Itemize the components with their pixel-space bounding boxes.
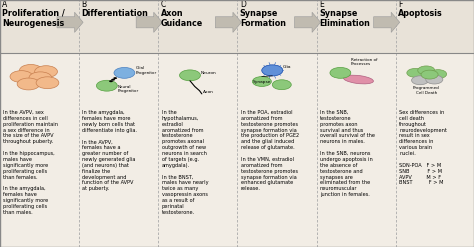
Ellipse shape — [343, 75, 374, 84]
FancyArrow shape — [136, 12, 162, 32]
Text: Glia: Glia — [283, 65, 292, 69]
Text: B: B — [82, 0, 87, 9]
Circle shape — [429, 70, 447, 79]
Circle shape — [262, 65, 283, 76]
Circle shape — [252, 77, 271, 86]
FancyBboxPatch shape — [0, 53, 474, 247]
Text: Axon
Guidance: Axon Guidance — [161, 9, 203, 28]
Circle shape — [36, 77, 59, 89]
Circle shape — [421, 70, 438, 79]
FancyArrow shape — [57, 12, 83, 32]
FancyArrow shape — [294, 12, 320, 32]
Text: In the amygdala,
females have more
newly born cells that
differentiate into glia: In the amygdala, females have more newly… — [82, 110, 137, 191]
Text: In the AVPV, sex
differences in cell
proliferation maintain
a sex difference in
: In the AVPV, sex differences in cell pro… — [3, 110, 58, 215]
Text: E: E — [319, 0, 324, 9]
Text: Neuron: Neuron — [201, 71, 216, 75]
Text: Axon: Axon — [203, 90, 214, 94]
Circle shape — [17, 78, 40, 90]
Text: Synapse
Formation: Synapse Formation — [240, 9, 286, 28]
FancyBboxPatch shape — [0, 0, 474, 53]
Text: Apoptosis: Apoptosis — [398, 9, 443, 18]
Circle shape — [109, 80, 113, 82]
Circle shape — [114, 67, 135, 78]
Circle shape — [330, 67, 351, 78]
Circle shape — [272, 80, 291, 90]
Circle shape — [418, 66, 435, 75]
Circle shape — [411, 76, 428, 85]
Text: In the
hypothalamus,
estradiol
aromatized from
testosterone
promotes axonal
outg: In the hypothalamus, estradiol aromatize… — [162, 110, 208, 215]
Circle shape — [96, 80, 117, 91]
Text: F: F — [398, 0, 402, 9]
Circle shape — [180, 70, 201, 81]
Text: Retraction of
Processes: Retraction of Processes — [351, 58, 377, 66]
FancyArrow shape — [215, 12, 241, 32]
Text: Differentiation: Differentiation — [82, 9, 148, 18]
Text: C: C — [161, 0, 166, 9]
Text: Proliferation /
Neurogenesis: Proliferation / Neurogenesis — [2, 9, 65, 28]
Circle shape — [426, 75, 443, 84]
Circle shape — [19, 64, 42, 76]
Text: D: D — [240, 0, 246, 9]
FancyArrow shape — [374, 12, 400, 32]
Circle shape — [10, 71, 33, 82]
Circle shape — [407, 68, 424, 77]
Text: Synapse: Synapse — [252, 80, 271, 84]
Text: Neural
Progenitor: Neural Progenitor — [118, 85, 139, 93]
Text: Programmed
Cell Death: Programmed Cell Death — [413, 86, 440, 95]
Circle shape — [262, 65, 283, 76]
Text: A: A — [2, 0, 8, 9]
Text: Glial
Progenitor: Glial Progenitor — [135, 66, 156, 75]
Text: In the POA, estradiol
aromatized from
testosterone promotes
synapse formation vi: In the POA, estradiol aromatized from te… — [241, 110, 299, 191]
Text: Synapse
Elimination: Synapse Elimination — [319, 9, 370, 28]
Circle shape — [29, 72, 52, 84]
Circle shape — [113, 77, 117, 79]
Text: In the SNB,
testosterone
promotes axon
survival and thus
overall survival of the: In the SNB, testosterone promotes axon s… — [320, 110, 375, 197]
Circle shape — [35, 66, 57, 78]
Circle shape — [111, 79, 115, 81]
Text: Sex differences in
cell death
throughout
neurodevelopment
result in sex
differen: Sex differences in cell death throughout… — [399, 110, 447, 185]
